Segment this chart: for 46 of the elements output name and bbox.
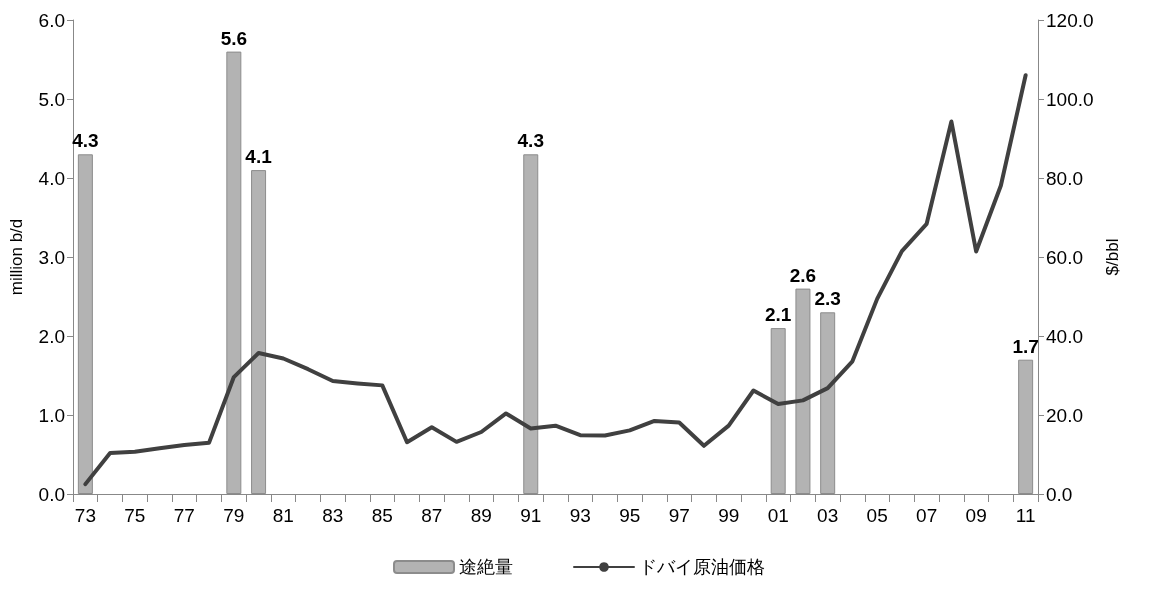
y2-tick-label: 60.0 [1046,246,1083,268]
y2-tick-label: 40.0 [1046,325,1083,347]
y2-tick-label: 20.0 [1046,404,1083,426]
x-tick-label: 85 [371,505,393,526]
x-tick-label: 11 [1015,505,1036,526]
data-label: 2.6 [789,264,817,286]
data-label: 4.3 [517,130,544,152]
legend-label: ドバイ原油価格 [639,557,765,577]
x-tick-label: 09 [965,505,987,526]
y-tick-label: 3.0 [38,246,65,268]
x-tick-label: 75 [124,505,146,526]
data-label: 2.1 [764,304,792,326]
x-tick-label: 81 [272,505,294,526]
data-label: 5.6 [220,27,248,49]
x-tick-label: 01 [767,505,789,526]
y-tick-label: 5.0 [38,88,65,110]
x-tick-label: 73 [74,505,96,526]
x-tick-label: 05 [866,505,888,526]
x-tick-label: 99 [718,505,740,526]
y-tick-label: 1.0 [38,404,65,426]
y-tick-label: 4.0 [38,167,65,189]
y2-tick-label: 120.0 [1046,9,1094,31]
data-label: 2.3 [814,288,841,310]
y-tick-label: 6.0 [38,9,65,31]
x-tick-label: 97 [668,505,690,526]
y2-tick-label: 0.0 [1046,483,1073,505]
x-tick-label: 93 [569,505,591,526]
x-tick-label: 07 [916,505,938,526]
y2-axis-title: $/bbl [1103,238,1123,276]
y-tick-label: 2.0 [38,325,65,347]
x-tick-label: 79 [223,505,245,526]
y2-tick-label: 80.0 [1046,167,1083,189]
x-tick-label: 89 [470,505,492,526]
data-label: 4.3 [72,130,99,152]
x-tick-label: 03 [817,505,839,526]
x-tick-label: 95 [619,505,641,526]
x-tick-label: 91 [520,505,542,526]
data-label: 4.1 [245,146,273,168]
y2-tick-label: 100.0 [1046,88,1094,110]
x-tick-label: 83 [322,505,344,526]
x-tick-label: 77 [173,505,195,526]
data-label: 1.7 [1012,335,1039,357]
y-tick-label: 0.0 [38,483,65,505]
legend-label: 途絶量 [459,557,513,577]
x-tick-label: 87 [421,505,443,526]
y-axis-title: million b/d [7,218,26,296]
